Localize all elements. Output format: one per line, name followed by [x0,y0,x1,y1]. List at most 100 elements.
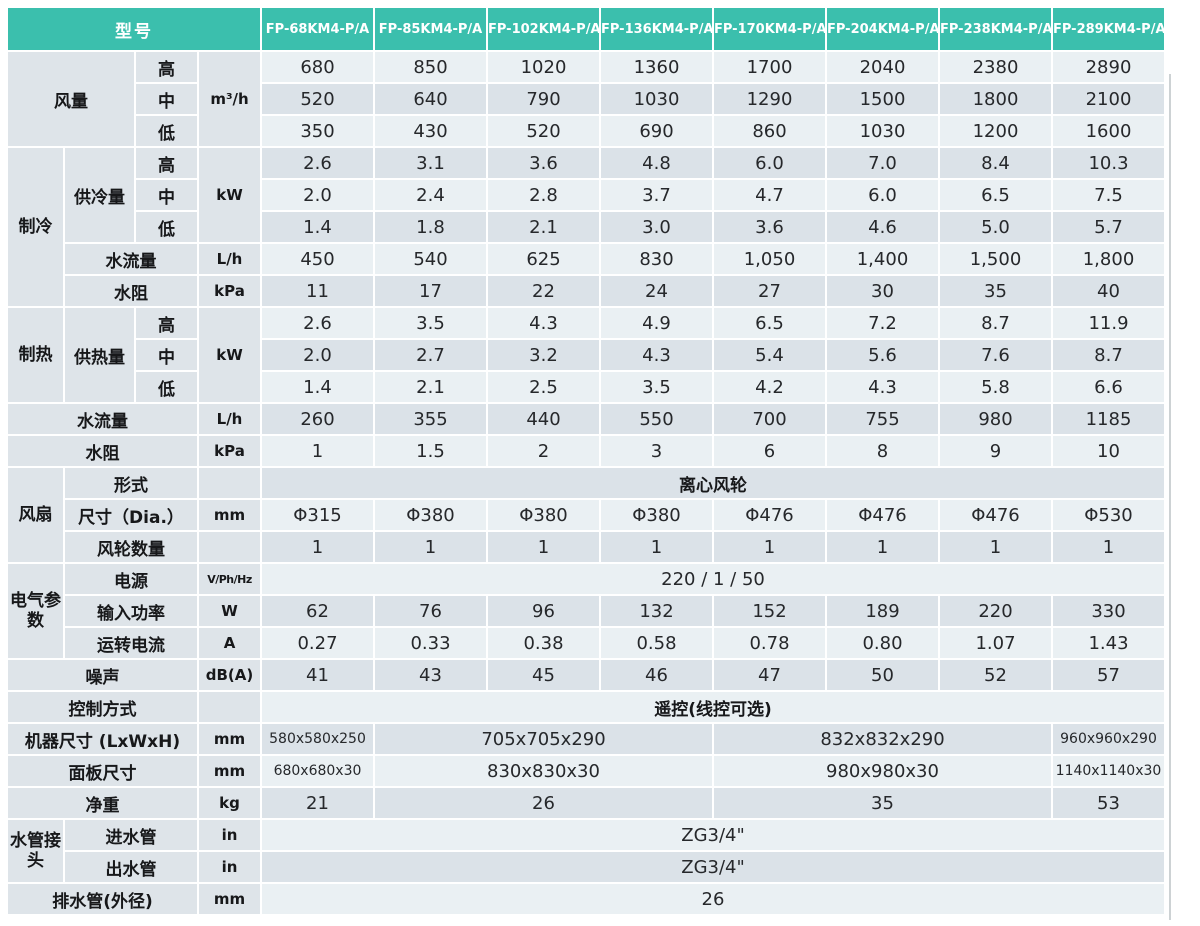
value-cell: 4.3 [488,308,599,338]
value-cell: 62 [262,596,373,626]
level-label: 中 [136,340,197,370]
value-cell: 17 [375,276,486,306]
value-cell: 1800 [940,84,1051,114]
value-cell: Φ315 [262,500,373,530]
value-cell: 7.2 [827,308,938,338]
row-label-power-supply: 电源 [65,564,197,594]
row-label-panel-size: 面板尺寸 [8,756,197,786]
row-label-inlet-pipe: 进水管 [65,820,197,850]
value-cell: 680 [262,52,373,82]
level-label: 高 [136,148,197,178]
value-cell: 5.0 [940,212,1051,242]
value-cell: 350 [262,116,373,146]
value-cell: 4.8 [601,148,712,178]
value-cell: 11.9 [1053,308,1164,338]
unit-cell: L/h [199,244,260,274]
value-cell: Φ380 [601,500,712,530]
value-cell: 4.3 [827,372,938,402]
row-label-cooling-water-flow: 水流量 [65,244,197,274]
row-label-outlet-pipe: 出水管 [65,852,197,882]
value-cell: 10.3 [1053,148,1164,178]
model-header: FP-204KM4-P/A [827,8,938,50]
table-row: 控制方式 遥控(线控可选) [8,692,1164,722]
value-cell: 1.4 [262,212,373,242]
value-cell: 1700 [714,52,825,82]
table-row: 净重 kg 21 26 35 53 [8,788,1164,818]
value-cell: 1 [827,532,938,562]
value-cell: 220 [940,596,1051,626]
unit-cell: mm [199,756,260,786]
value-cell: 6.5 [714,308,825,338]
value-cell: 52 [940,660,1051,690]
value-cell: 3 [601,436,712,466]
level-label: 中 [136,180,197,210]
level-label: 中 [136,84,197,114]
value-cell: 640 [375,84,486,114]
value-cell: 8 [827,436,938,466]
section-label-cooling: 制冷 [8,148,63,306]
value-cell: 76 [375,596,486,626]
value-cell: 2040 [827,52,938,82]
value-cell: 1 [601,532,712,562]
unit-cell: kg [199,788,260,818]
value-cell: 22 [488,276,599,306]
table-row: 低 1.4 1.8 2.1 3.0 3.6 4.6 5.0 5.7 [8,212,1164,242]
value-cell: 705x705x290 [375,724,712,754]
value-cell: 755 [827,404,938,434]
value-cell: 26 [262,884,1164,914]
value-cell: 1 [714,532,825,562]
unit-cell-empty [199,692,260,722]
value-cell: 3.5 [375,308,486,338]
value-cell: 2.0 [262,180,373,210]
value-cell: 6.5 [940,180,1051,210]
row-label-fan-count: 风轮数量 [65,532,197,562]
value-cell: 8.7 [1053,340,1164,370]
value-cell: 7.5 [1053,180,1164,210]
value-cell: 625 [488,244,599,274]
row-label-unit-size: 机器尺寸 (LxWxH) [8,724,197,754]
row-label-running-current: 运转电流 [65,628,197,658]
value-cell: 47 [714,660,825,690]
value-cell: 1 [262,532,373,562]
value-cell: 2.5 [488,372,599,402]
row-label-heating-capacity: 供热量 [65,308,134,402]
unit-cell: V/Ph/Hz [199,564,260,594]
table-row: 风轮数量 1 1 1 1 1 1 1 1 [8,532,1164,562]
value-cell: 遥控(线控可选) [262,692,1164,722]
value-cell: 580x580x250 [262,724,373,754]
value-cell: 1.8 [375,212,486,242]
model-header: FP-85KM4-P/A [375,8,486,50]
value-cell: 1.07 [940,628,1051,658]
value-cell: 5.4 [714,340,825,370]
model-header: FP-102KM4-P/A [488,8,599,50]
value-cell: 2890 [1053,52,1164,82]
value-cell: 189 [827,596,938,626]
value-cell: 1290 [714,84,825,114]
value-cell: 1030 [827,116,938,146]
value-cell: 6.0 [714,148,825,178]
table-row: 运转电流 A 0.27 0.33 0.38 0.58 0.78 0.80 1.0… [8,628,1164,658]
value-cell: 550 [601,404,712,434]
table-row: 出水管 in ZG3/4" [8,852,1164,882]
value-cell: 27 [714,276,825,306]
value-cell: 0.80 [827,628,938,658]
row-label-heating-water-resistance: 水阻 [8,436,197,466]
value-cell: 1200 [940,116,1051,146]
value-cell: 830 [601,244,712,274]
value-cell: 830x830x30 [375,756,712,786]
value-cell: 1185 [1053,404,1164,434]
table-row: 中 520 640 790 1030 1290 1500 1800 2100 [8,84,1164,114]
value-cell: 540 [375,244,486,274]
unit-cell: in [199,852,260,882]
table-row: 制冷 供冷量 高 kW 2.6 3.1 3.6 4.8 6.0 7.0 8.4 … [8,148,1164,306]
section-label-electrical: 电气参数 [8,564,63,658]
model-header: FP-136KM4-P/A [601,8,712,50]
row-label-cooling-capacity: 供冷量 [65,148,134,242]
value-cell: 6 [714,436,825,466]
table-row: 制热 供热量 高 kW 2.6 3.5 4.3 4.9 6.5 7.2 8.7 … [8,308,1164,402]
unit-cell: kPa [199,276,260,306]
value-cell: 2.6 [262,308,373,338]
value-cell: 1600 [1053,116,1164,146]
unit-cell: kW [199,148,260,242]
value-cell: 1020 [488,52,599,82]
